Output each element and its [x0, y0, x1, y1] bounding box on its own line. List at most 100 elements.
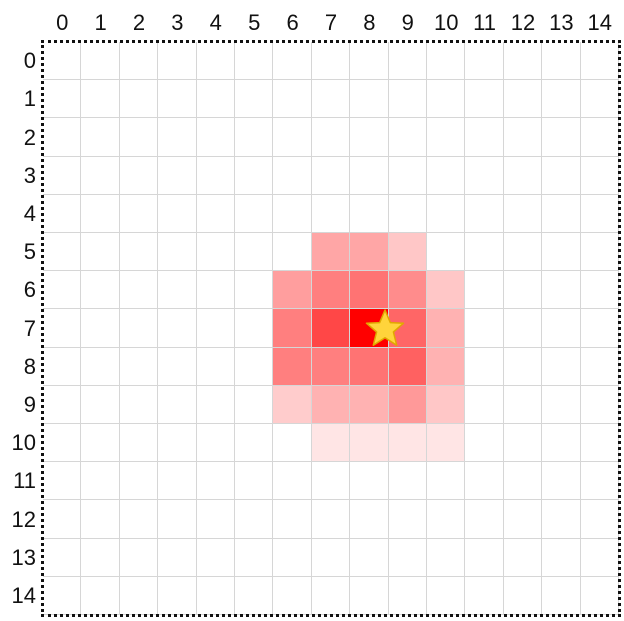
grid-cell[interactable]: [503, 118, 543, 157]
grid-cell[interactable]: [350, 576, 389, 615]
grid-cell[interactable]: [465, 385, 504, 424]
grid-cell[interactable]: [580, 80, 619, 119]
grid-cell[interactable]: [580, 500, 619, 539]
grid-cell[interactable]: [43, 424, 82, 463]
grid-cell[interactable]: [81, 424, 120, 463]
grid-cell[interactable]: [158, 347, 197, 386]
grid-cell[interactable]: [119, 271, 159, 310]
grid-cell[interactable]: [465, 462, 504, 501]
heat-cell[interactable]: [388, 347, 427, 386]
grid-cell[interactable]: [235, 538, 274, 577]
grid-cell[interactable]: [311, 80, 351, 119]
grid-cell[interactable]: [235, 500, 274, 539]
heat-cell[interactable]: [311, 309, 351, 348]
grid-cell[interactable]: [196, 80, 235, 119]
grid-cell[interactable]: [235, 156, 274, 195]
grid-cell[interactable]: [388, 156, 427, 195]
grid-cell[interactable]: [158, 576, 197, 615]
grid-cell[interactable]: [158, 385, 197, 424]
grid-cell[interactable]: [311, 500, 351, 539]
grid-cell[interactable]: [427, 576, 466, 615]
grid-cell[interactable]: [158, 424, 197, 463]
grid-cell[interactable]: [196, 500, 235, 539]
grid-cell[interactable]: [119, 385, 159, 424]
grid-cell[interactable]: [119, 500, 159, 539]
grid-cell[interactable]: [542, 80, 581, 119]
heat-cell[interactable]: [311, 385, 351, 424]
grid-cell[interactable]: [119, 156, 159, 195]
heat-cell[interactable]: [273, 271, 312, 310]
grid-cell[interactable]: [235, 462, 274, 501]
grid-cell[interactable]: [81, 309, 120, 348]
grid-cell[interactable]: [43, 42, 82, 81]
grid-cell[interactable]: [273, 194, 312, 233]
grid-cell[interactable]: [311, 118, 351, 157]
grid-cell[interactable]: [273, 538, 312, 577]
grid-cell[interactable]: [196, 118, 235, 157]
grid-cell[interactable]: [465, 42, 504, 81]
grid-cell[interactable]: [542, 576, 581, 615]
grid-cell[interactable]: [580, 42, 619, 81]
grid-cell[interactable]: [503, 462, 543, 501]
grid-cell[interactable]: [43, 271, 82, 310]
grid-cell[interactable]: [43, 309, 82, 348]
heat-cell[interactable]: [273, 309, 312, 348]
grid-cell[interactable]: [350, 538, 389, 577]
grid-cell[interactable]: [235, 271, 274, 310]
grid-cell[interactable]: [542, 309, 581, 348]
grid-cell[interactable]: [542, 462, 581, 501]
grid-cell[interactable]: [465, 156, 504, 195]
grid-cell[interactable]: [311, 576, 351, 615]
grid-cell[interactable]: [503, 500, 543, 539]
grid-cell[interactable]: [196, 462, 235, 501]
grid-cell[interactable]: [388, 500, 427, 539]
grid-cell[interactable]: [81, 271, 120, 310]
grid-cell[interactable]: [465, 500, 504, 539]
grid-cell[interactable]: [235, 80, 274, 119]
grid-cell[interactable]: [580, 347, 619, 386]
grid-cell[interactable]: [542, 118, 581, 157]
grid-cell[interactable]: [81, 576, 120, 615]
grid-cell[interactable]: [43, 385, 82, 424]
grid-cell[interactable]: [43, 347, 82, 386]
heat-cell[interactable]: [388, 309, 427, 348]
grid-cell[interactable]: [465, 233, 504, 272]
grid-cell[interactable]: [43, 118, 82, 157]
grid-cell[interactable]: [158, 194, 197, 233]
grid-cell[interactable]: [388, 80, 427, 119]
grid-cell[interactable]: [43, 80, 82, 119]
grid-cell[interactable]: [273, 80, 312, 119]
grid-cell[interactable]: [235, 347, 274, 386]
grid-cell[interactable]: [427, 80, 466, 119]
grid-cell[interactable]: [465, 347, 504, 386]
grid-cell[interactable]: [273, 576, 312, 615]
grid-cell[interactable]: [580, 385, 619, 424]
grid-cell[interactable]: [580, 424, 619, 463]
grid-cell[interactable]: [81, 80, 120, 119]
grid-cell[interactable]: [81, 347, 120, 386]
grid-cell[interactable]: [81, 156, 120, 195]
grid-cell[interactable]: [196, 385, 235, 424]
grid-cell[interactable]: [465, 309, 504, 348]
grid-cell[interactable]: [503, 309, 543, 348]
grid-cell[interactable]: [465, 538, 504, 577]
grid-cell[interactable]: [503, 538, 543, 577]
grid-cell[interactable]: [465, 424, 504, 463]
grid-cell[interactable]: [119, 462, 159, 501]
grid-cell[interactable]: [119, 424, 159, 463]
grid-cell[interactable]: [503, 156, 543, 195]
heat-cell[interactable]: [388, 385, 427, 424]
grid-cell[interactable]: [119, 118, 159, 157]
grid-cell[interactable]: [465, 576, 504, 615]
grid-cell[interactable]: [350, 500, 389, 539]
grid-cell[interactable]: [196, 42, 235, 81]
grid-cell[interactable]: [273, 156, 312, 195]
grid-cell[interactable]: [388, 576, 427, 615]
grid-cell[interactable]: [235, 576, 274, 615]
grid-cell[interactable]: [158, 42, 197, 81]
grid-cell[interactable]: [465, 194, 504, 233]
grid-cell[interactable]: [542, 385, 581, 424]
grid-cell[interactable]: [542, 156, 581, 195]
grid-cell[interactable]: [43, 462, 82, 501]
grid-cell[interactable]: [350, 194, 389, 233]
